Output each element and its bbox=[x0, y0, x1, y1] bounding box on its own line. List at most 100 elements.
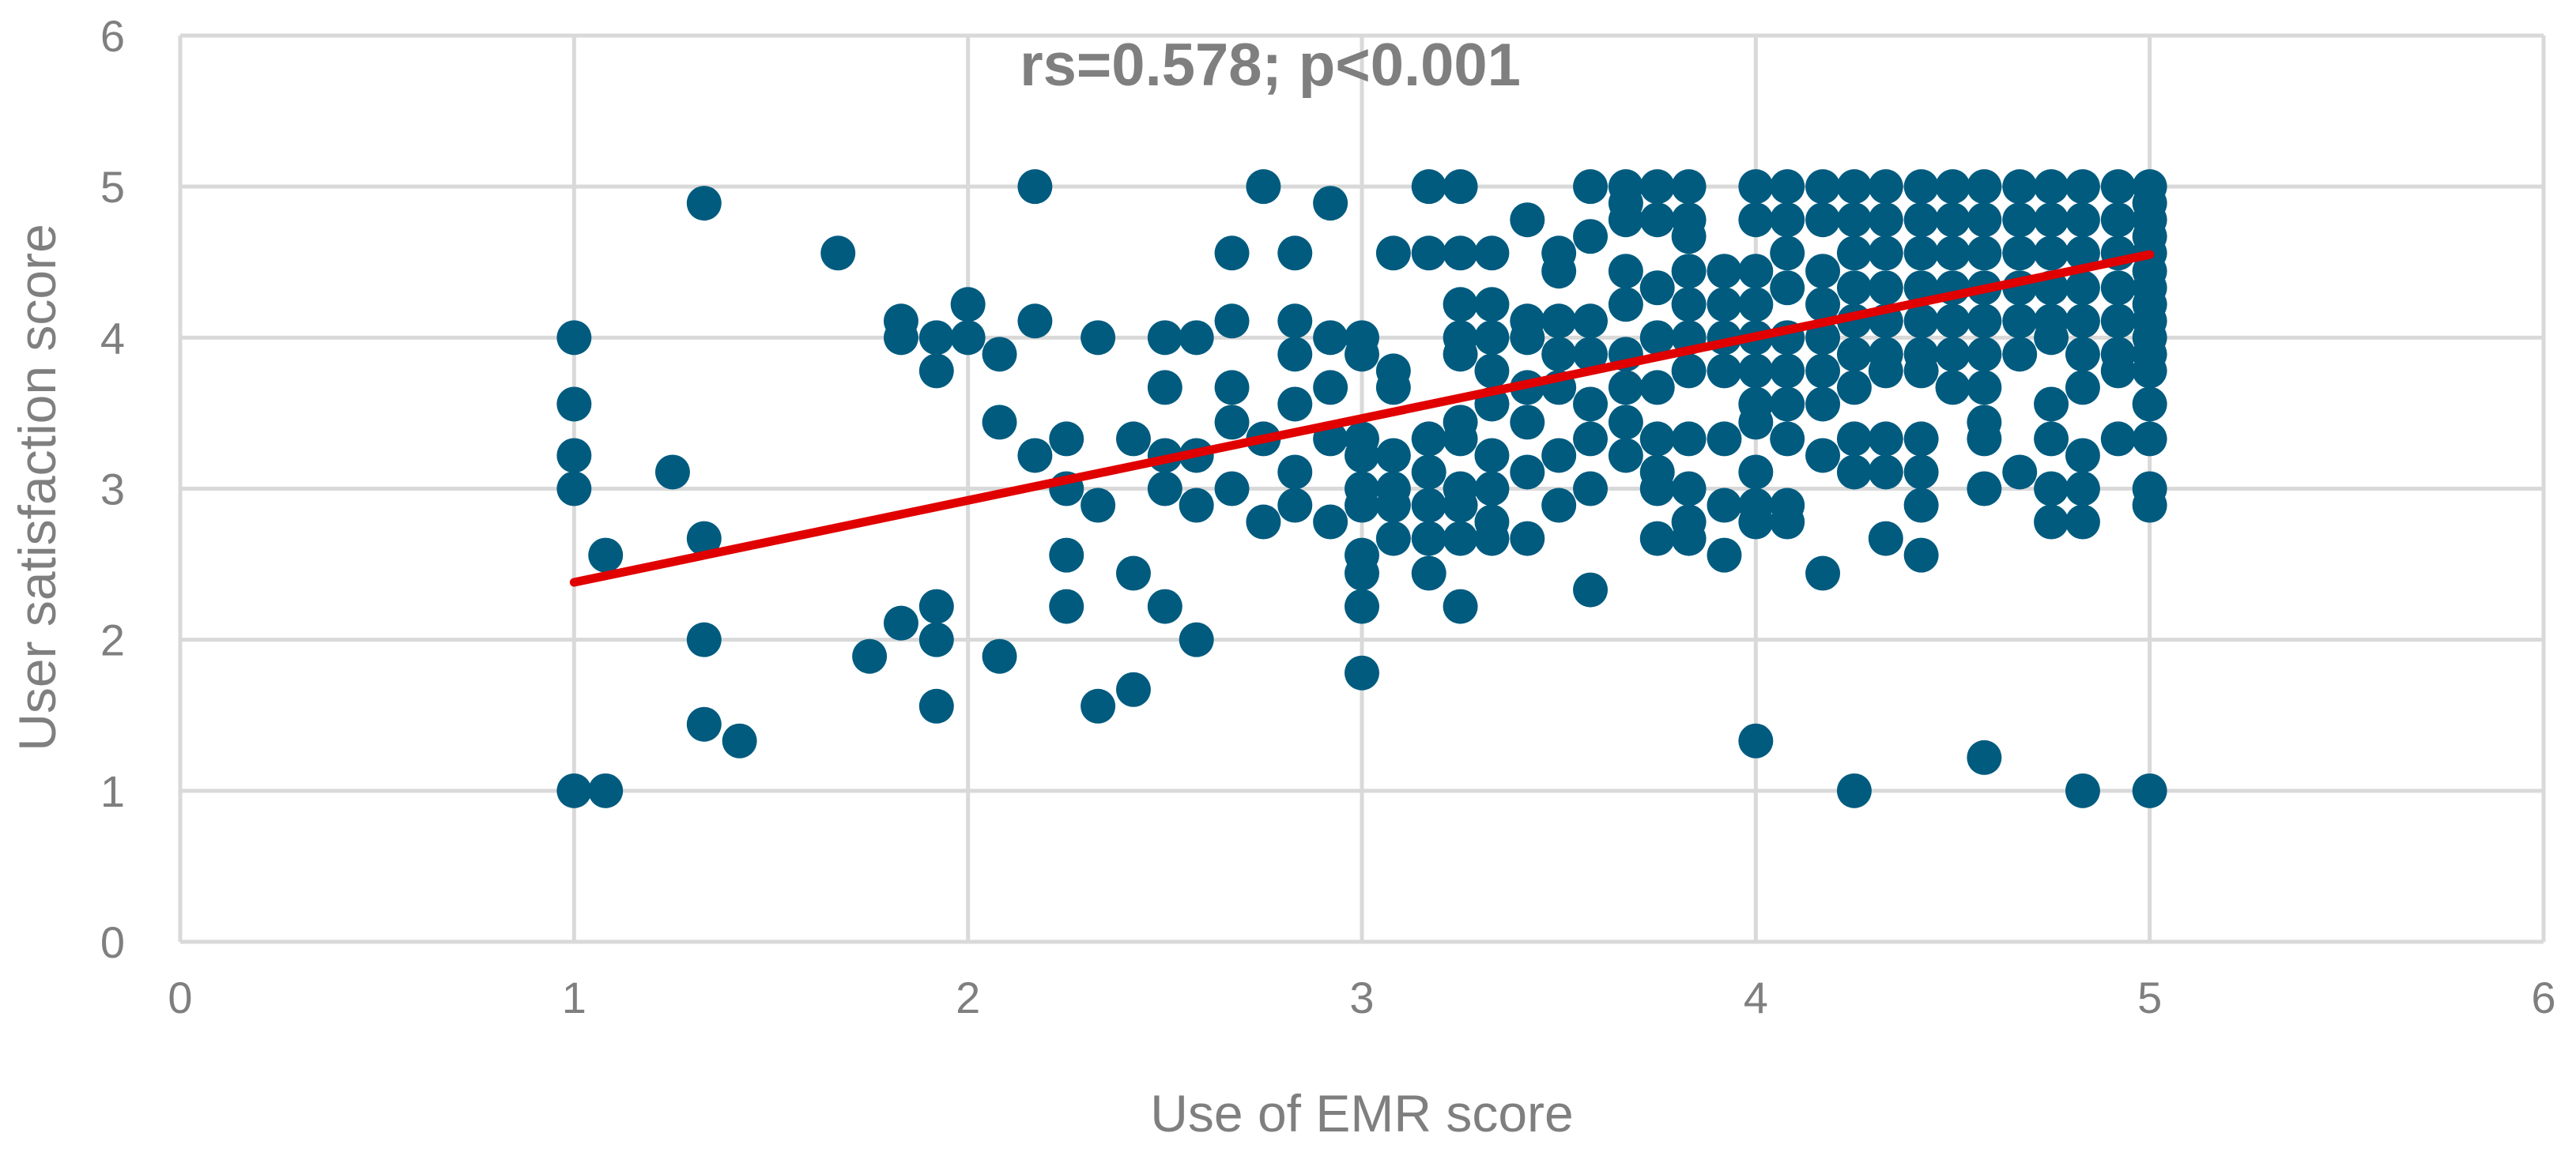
x-tick-label: 5 bbox=[2137, 973, 2162, 1022]
data-point bbox=[1313, 186, 1348, 221]
data-point bbox=[1738, 287, 1774, 322]
data-point bbox=[1510, 202, 1545, 238]
data-point bbox=[1017, 303, 1053, 339]
data-point bbox=[1967, 370, 2002, 405]
data-point bbox=[1836, 370, 1872, 405]
data-point bbox=[1639, 471, 1675, 506]
data-point bbox=[1935, 202, 1971, 238]
data-point bbox=[2132, 421, 2167, 457]
data-point bbox=[2065, 270, 2100, 306]
data-point bbox=[2034, 471, 2069, 506]
data-point bbox=[1375, 521, 1411, 556]
data-point bbox=[883, 320, 918, 356]
data-point bbox=[1375, 235, 1411, 271]
data-point bbox=[1277, 454, 1313, 490]
data-point bbox=[1443, 235, 1478, 271]
data-point bbox=[2132, 353, 2167, 389]
data-point bbox=[1671, 471, 1707, 506]
data-point bbox=[1707, 353, 1742, 389]
data-point bbox=[2100, 303, 2136, 339]
data-point bbox=[1541, 337, 1577, 372]
data-point bbox=[2065, 438, 2100, 473]
data-point bbox=[2002, 303, 2038, 339]
data-point bbox=[1277, 303, 1313, 339]
data-point bbox=[2100, 169, 2136, 205]
data-point bbox=[1147, 370, 1182, 405]
data-point bbox=[1836, 202, 1872, 238]
data-point bbox=[2065, 337, 2100, 372]
data-point bbox=[1935, 303, 1971, 339]
data-point bbox=[1805, 169, 1841, 205]
data-point bbox=[1738, 504, 1774, 540]
data-point bbox=[1541, 254, 1577, 289]
data-point bbox=[1903, 169, 1939, 205]
data-point bbox=[1541, 438, 1577, 473]
data-point bbox=[1738, 254, 1774, 289]
data-point bbox=[2100, 270, 2136, 306]
data-point bbox=[1868, 202, 1903, 238]
data-point bbox=[2065, 504, 2100, 540]
x-tick-label: 4 bbox=[1744, 973, 1768, 1022]
data-point bbox=[1903, 421, 1939, 457]
data-point bbox=[1967, 303, 2002, 339]
data-point bbox=[1147, 589, 1182, 624]
data-point bbox=[556, 773, 592, 808]
data-point bbox=[820, 235, 856, 271]
data-point bbox=[1967, 471, 2002, 506]
y-tick-label: 6 bbox=[100, 11, 125, 61]
data-point bbox=[1573, 169, 1609, 205]
y-tick-label: 2 bbox=[100, 616, 125, 665]
data-point bbox=[1707, 537, 1742, 573]
data-point bbox=[1935, 370, 1971, 405]
data-point bbox=[1277, 337, 1313, 372]
data-point bbox=[1179, 622, 1214, 657]
x-axis-label: Use of EMR score bbox=[1150, 1084, 1573, 1143]
data-point bbox=[1541, 488, 1577, 523]
data-point bbox=[2002, 169, 2038, 205]
data-point bbox=[1608, 438, 1643, 473]
data-point bbox=[1081, 688, 1116, 724]
data-point bbox=[1805, 438, 1841, 473]
data-point bbox=[1903, 454, 1939, 490]
data-point bbox=[1967, 337, 2002, 372]
data-point bbox=[588, 537, 624, 573]
y-tick-label: 0 bbox=[100, 917, 125, 967]
data-point bbox=[1935, 169, 1971, 205]
data-points bbox=[556, 169, 2167, 808]
data-point bbox=[1345, 555, 1379, 591]
data-point bbox=[1967, 740, 2002, 775]
data-point bbox=[686, 622, 722, 657]
data-point bbox=[2100, 421, 2136, 457]
data-point bbox=[1707, 254, 1742, 289]
data-point bbox=[1868, 521, 1903, 556]
data-point bbox=[1017, 169, 1053, 205]
data-point bbox=[1805, 353, 1841, 389]
data-point bbox=[2100, 202, 2136, 238]
data-point bbox=[1345, 488, 1379, 523]
data-point bbox=[1510, 521, 1545, 556]
data-point bbox=[1738, 454, 1774, 490]
data-point bbox=[1573, 421, 1609, 457]
data-point bbox=[982, 337, 1017, 372]
data-point bbox=[1770, 235, 1805, 271]
data-point bbox=[918, 353, 954, 389]
data-point bbox=[1443, 488, 1478, 523]
data-point bbox=[1345, 589, 1379, 624]
data-point bbox=[1510, 454, 1545, 490]
data-point bbox=[1805, 320, 1841, 356]
data-point bbox=[1179, 488, 1214, 523]
data-point bbox=[1639, 370, 1675, 405]
data-point bbox=[1375, 488, 1411, 523]
data-point bbox=[1836, 773, 1872, 808]
data-point bbox=[1868, 421, 1903, 457]
data-point bbox=[1738, 353, 1774, 389]
data-point bbox=[1345, 337, 1379, 372]
data-point bbox=[1707, 421, 1742, 457]
data-point bbox=[1049, 537, 1084, 573]
data-point bbox=[686, 706, 722, 742]
data-point bbox=[1411, 235, 1446, 271]
data-point bbox=[2002, 235, 2038, 271]
data-point bbox=[1868, 353, 1903, 389]
data-point bbox=[2065, 303, 2100, 339]
